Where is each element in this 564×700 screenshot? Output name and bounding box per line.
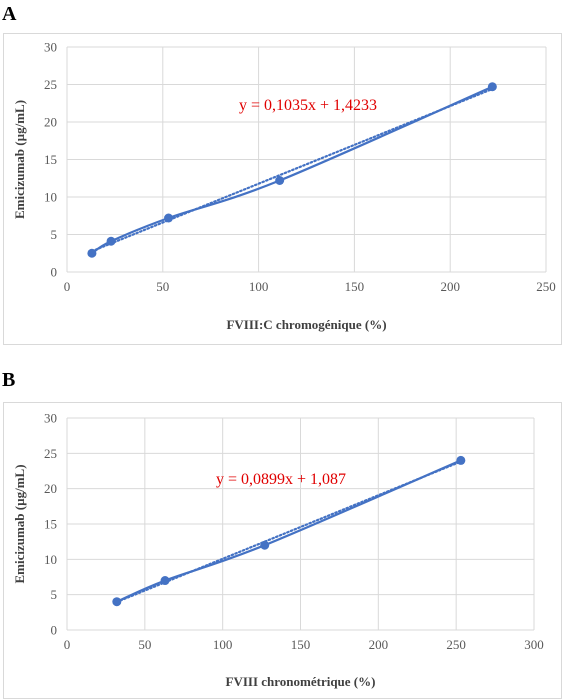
chart-b-data-point [260,540,270,550]
chart-b-y-tick-label: 20 [44,481,57,496]
chart-a-x-tick-label: 150 [345,279,365,294]
chart-b-y-axis-title: Emicizumab (µg/mL) [12,464,27,583]
chart-a-data-point [106,236,116,246]
chart-a-data-point [164,213,174,223]
chart-panel-b: 0 50 100 150 200 250 300 0 5 10 15 20 25 30 FVIII chro… [3,402,562,699]
chart-b-trendline-equation: y = 0,0899x + 1,087 [216,471,346,488]
panel-label-a: A [2,3,17,25]
chart-b-y-tick-label: 10 [44,552,57,567]
chart-b-data-point [456,455,466,465]
chart-a-data-point [487,82,497,92]
chart-a-y-tick-label: 0 [51,265,58,280]
chart-a-y-tick-label: 5 [51,227,58,242]
chart-a-y-tick-label: 15 [44,152,57,167]
chart-a-x-tick-label: 0 [64,279,71,294]
chart-a-svg: 0 50 100 150 200 250 0 5 10 15 20 25 30 FVIII:C chrom… [12,40,556,333]
chart-b-series-line [116,459,462,603]
chart-b-y-tick-label: 0 [51,623,58,638]
chart-a-y-tick-label: 30 [44,40,57,55]
chart-a-x-tick-label: 200 [440,279,460,294]
chart-b-y-tick-label: 25 [44,446,57,461]
chart-a-data-point [87,248,97,258]
chart-a-x-tick-label: 50 [156,279,169,294]
chart-a-y-tick-label: 20 [44,115,57,130]
chart-a-x-axis-title: FVIII:C chromogénique (%) [226,317,386,332]
chart-b-svg: 0 50 100 150 200 250 300 0 5 10 15 20 25 30 FVIII chro… [12,411,544,690]
panel-label-b: B [2,369,16,391]
chart-panel-a: 0 50 100 150 200 250 0 5 10 15 20 25 30 FVIII:C chrom… [3,33,562,345]
chart-b-x-axis-title: FVIII chronométrique (%) [226,674,376,689]
chart-b-y-tick-label: 15 [44,517,57,532]
chart-a-trendline-equation: y = 0,1035x + 1,4233 [239,97,377,114]
chart-b-x-tick-label: 50 [138,637,151,652]
chart-b-x-tick-label: 200 [369,637,389,652]
chart-a-x-tick-label: 250 [536,279,556,294]
chart-a-y-tick-label: 10 [44,190,57,205]
chart-b-y-tick-label: 30 [44,411,57,426]
chart-a-x-tick-label: 100 [249,279,269,294]
chart-b-x-tick-label: 100 [213,637,233,652]
chart-a-data-point [275,176,285,185]
chart-b-x-tick-label: 300 [524,637,544,652]
chart-b-y-tick-label: 5 [51,587,58,602]
chart-b-data-point [112,597,122,607]
chart-b-x-tick-label: 0 [64,637,71,652]
chart-a-y-tick-label: 25 [44,77,57,92]
chart-b-x-tick-label: 150 [291,637,311,652]
chart-b-x-tick-label: 250 [446,637,466,652]
chart-b-data-point [160,576,170,586]
chart-a-y-axis-title: Emicizumab (µg/mL) [12,100,27,219]
